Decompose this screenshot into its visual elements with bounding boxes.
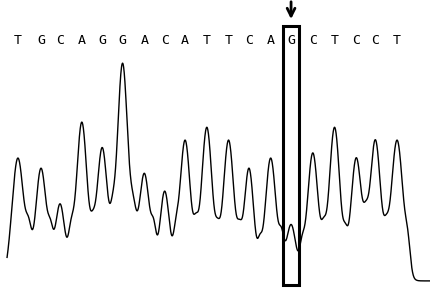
Text: G: G: [118, 34, 127, 47]
Text: A: A: [140, 34, 148, 47]
Text: T: T: [393, 34, 401, 47]
Text: G: G: [287, 34, 295, 47]
Text: A: A: [266, 34, 275, 47]
Text: C: C: [56, 34, 64, 47]
Text: C: C: [372, 34, 379, 47]
Text: C: C: [352, 34, 360, 47]
Text: T: T: [331, 34, 339, 47]
Text: T: T: [14, 34, 22, 47]
Text: G: G: [37, 34, 45, 47]
Text: G: G: [98, 34, 106, 47]
Bar: [283, 26, 299, 285]
Text: A: A: [78, 34, 86, 47]
Text: C: C: [309, 34, 317, 47]
Text: T: T: [203, 34, 211, 47]
Text: C: C: [161, 34, 169, 47]
Text: T: T: [224, 34, 233, 47]
Text: A: A: [181, 34, 189, 47]
Text: C: C: [245, 34, 253, 47]
